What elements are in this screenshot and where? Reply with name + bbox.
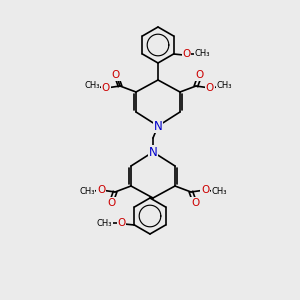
Text: CH₃: CH₃ xyxy=(79,188,95,196)
Text: O: O xyxy=(182,49,191,59)
Text: CH₃: CH₃ xyxy=(216,82,232,91)
Text: O: O xyxy=(102,83,110,93)
Text: CH₃: CH₃ xyxy=(97,218,112,227)
Text: O: O xyxy=(191,198,199,208)
Text: O: O xyxy=(97,185,105,195)
Text: N: N xyxy=(148,146,158,158)
Text: O: O xyxy=(112,70,120,80)
Text: O: O xyxy=(196,70,204,80)
Text: CH₃: CH₃ xyxy=(84,82,100,91)
Text: CH₃: CH₃ xyxy=(211,188,227,196)
Text: O: O xyxy=(201,185,209,195)
Text: N: N xyxy=(154,119,162,133)
Text: O: O xyxy=(117,218,125,228)
Text: O: O xyxy=(206,83,214,93)
Text: CH₃: CH₃ xyxy=(195,50,210,58)
Text: O: O xyxy=(107,198,115,208)
